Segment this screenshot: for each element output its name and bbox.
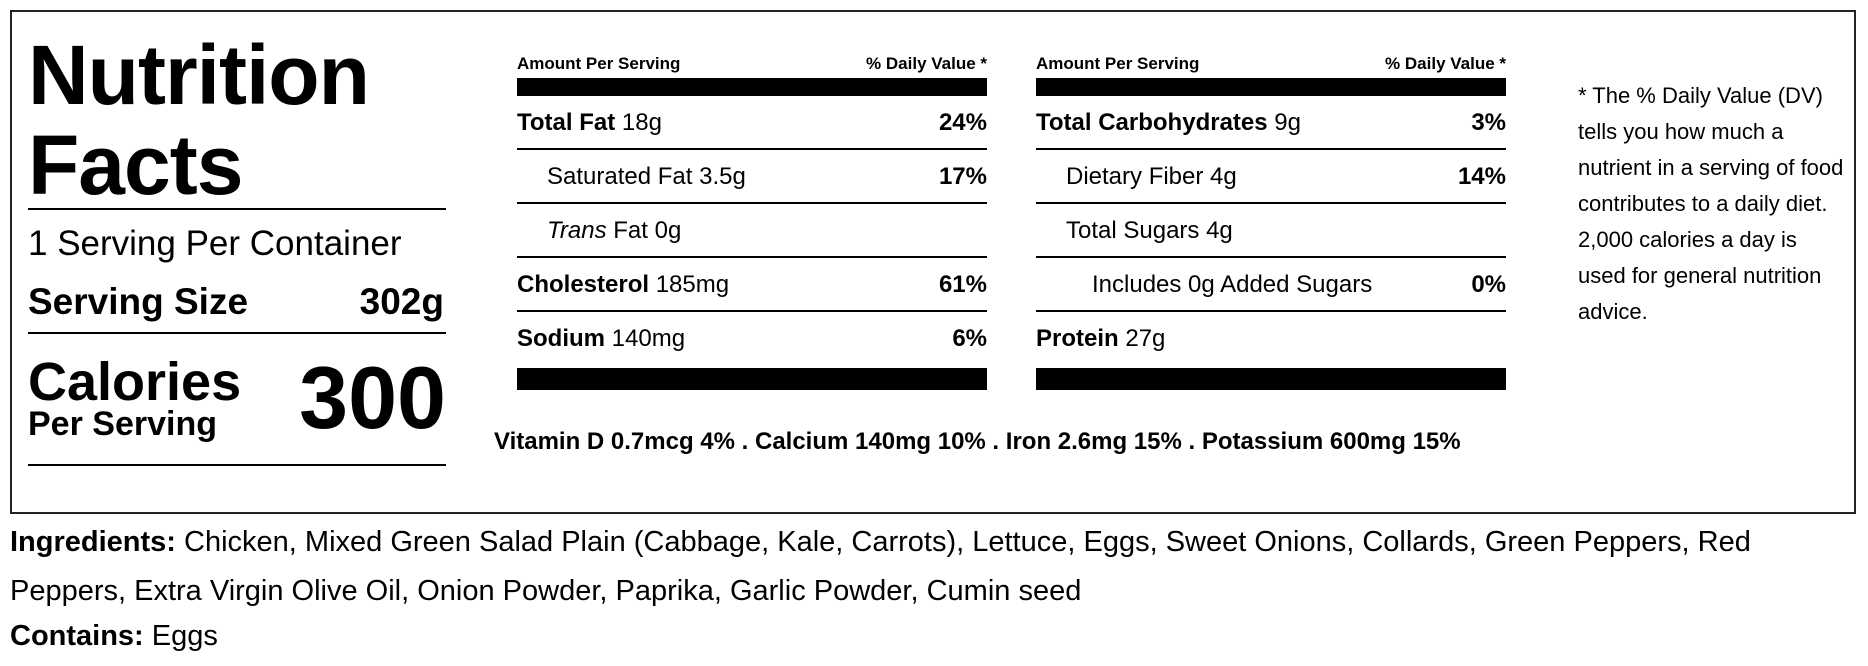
nutrient-amount: 18g — [621, 109, 662, 136]
nutrient-row-sodium: Sodium 140mg 6% — [517, 312, 987, 366]
nutrient-name: Saturated Fat — [547, 163, 693, 190]
nutrient-name: Cholesterol — [517, 271, 650, 298]
nutrient-name: Includes 0g Added Sugars — [1092, 271, 1373, 298]
nutrient-name: Total Carbohydrates — [1036, 109, 1268, 136]
calories-value: 300 — [299, 348, 446, 447]
nutrient-percent: 6% — [952, 325, 987, 352]
nutrient-percent: 0% — [1471, 271, 1506, 298]
nutrient-percent: 17% — [938, 163, 987, 190]
nutrient-amount: 27g — [1125, 325, 1166, 352]
nutrient-amount: 9g — [1274, 109, 1301, 136]
nutrient-percent: 3% — [1471, 109, 1506, 136]
daily-value-label: % Daily Value * — [866, 54, 987, 73]
title-line-2: Facts — [28, 118, 243, 212]
nutrient-row-total-sugars: Total Sugars 4g — [1036, 204, 1506, 258]
contains-text: Eggs — [151, 620, 218, 652]
table-header: Amount Per Serving % Daily Value * — [517, 54, 987, 76]
nutrient-row-added-sugars: Includes 0g Added Sugars 0% — [1036, 258, 1506, 312]
daily-value-footnote: * The % Daily Value (DV) tells you how m… — [1578, 83, 1844, 324]
nutrient-row-total-fat: Total Fat 18g 24% — [517, 96, 987, 150]
nutrition-label-border — [10, 10, 1856, 514]
thick-divider — [517, 78, 987, 96]
nutrient-name: Dietary Fiber — [1066, 163, 1204, 190]
servings-per-container: 1 Serving Per Container — [28, 224, 402, 263]
serving-size-value: 302g — [359, 281, 444, 322]
nutrient-name-italic: Trans — [547, 217, 607, 244]
divider-title — [28, 208, 446, 210]
ingredients-statement: Ingredients: Chicken, Mixed Green Salad … — [10, 518, 1860, 616]
nutrient-amount: 4g — [1210, 163, 1237, 190]
contains-label: Contains: — [10, 620, 144, 652]
amount-per-serving-label: Amount Per Serving — [517, 54, 681, 73]
nutrient-row-protein: Protein 27g — [1036, 312, 1506, 366]
ingredients-label: Ingredients: — [10, 526, 176, 558]
table-header: Amount Per Serving % Daily Value * — [1036, 54, 1506, 76]
nutrient-row-total-carbohydrates: Total Carbohydrates 9g 3% — [1036, 96, 1506, 150]
nutrient-row-cholesterol: Cholesterol 185mg 61% — [517, 258, 987, 312]
divider-calories — [28, 464, 446, 466]
nutrient-amount: 3.5g — [699, 163, 746, 190]
allergen-statement: Contains: Eggs — [10, 614, 218, 658]
nutrition-facts-title: Nutrition Facts — [28, 30, 448, 210]
nutrient-amount: 0g — [654, 217, 682, 244]
thick-divider — [1036, 78, 1506, 96]
nutrient-name: Fat — [613, 217, 648, 244]
vitamins-minerals-line: Vitamin D 0.7mcg 4% . Calcium 140mg 10% … — [494, 428, 1461, 455]
divider-serving-size — [28, 332, 446, 334]
nutrient-percent: 14% — [1457, 163, 1506, 190]
daily-value-label: % Daily Value * — [1385, 54, 1506, 73]
ingredients-text: Chicken, Mixed Green Salad Plain (Cabbag… — [10, 526, 1751, 607]
nutrient-percent: 61% — [938, 271, 987, 298]
nutrient-name: Protein — [1036, 325, 1119, 352]
nutrient-amount: 4g — [1206, 217, 1233, 244]
serving-size-label: Serving Size — [28, 281, 249, 322]
nutrient-amount: 185mg — [655, 271, 730, 298]
nutrient-percent: 24% — [938, 109, 987, 136]
nutrient-table-right: Amount Per Serving % Daily Value * Total… — [1036, 54, 1506, 390]
title-line-1: Nutrition — [28, 28, 370, 122]
nutrient-name: Total Fat — [517, 109, 616, 136]
nutrient-row-saturated-fat: Saturated Fat 3.5g 17% — [517, 150, 987, 204]
nutrient-row-dietary-fiber: Dietary Fiber 4g 14% — [1036, 150, 1506, 204]
per-serving-label: Per Serving — [28, 405, 217, 443]
nutrient-name: Sodium — [517, 325, 605, 352]
nutrient-table-left: Amount Per Serving % Daily Value * Total… — [517, 54, 987, 390]
nutrient-row-trans-fat: Trans Fat 0g — [517, 204, 987, 258]
thick-divider-bottom — [517, 368, 987, 390]
thick-divider-bottom — [1036, 368, 1506, 390]
calories-label: Calories — [28, 352, 242, 412]
amount-per-serving-label: Amount Per Serving — [1036, 54, 1200, 73]
nutrient-name: Total Sugars — [1066, 217, 1200, 244]
nutrient-amount: 140mg — [611, 325, 686, 352]
